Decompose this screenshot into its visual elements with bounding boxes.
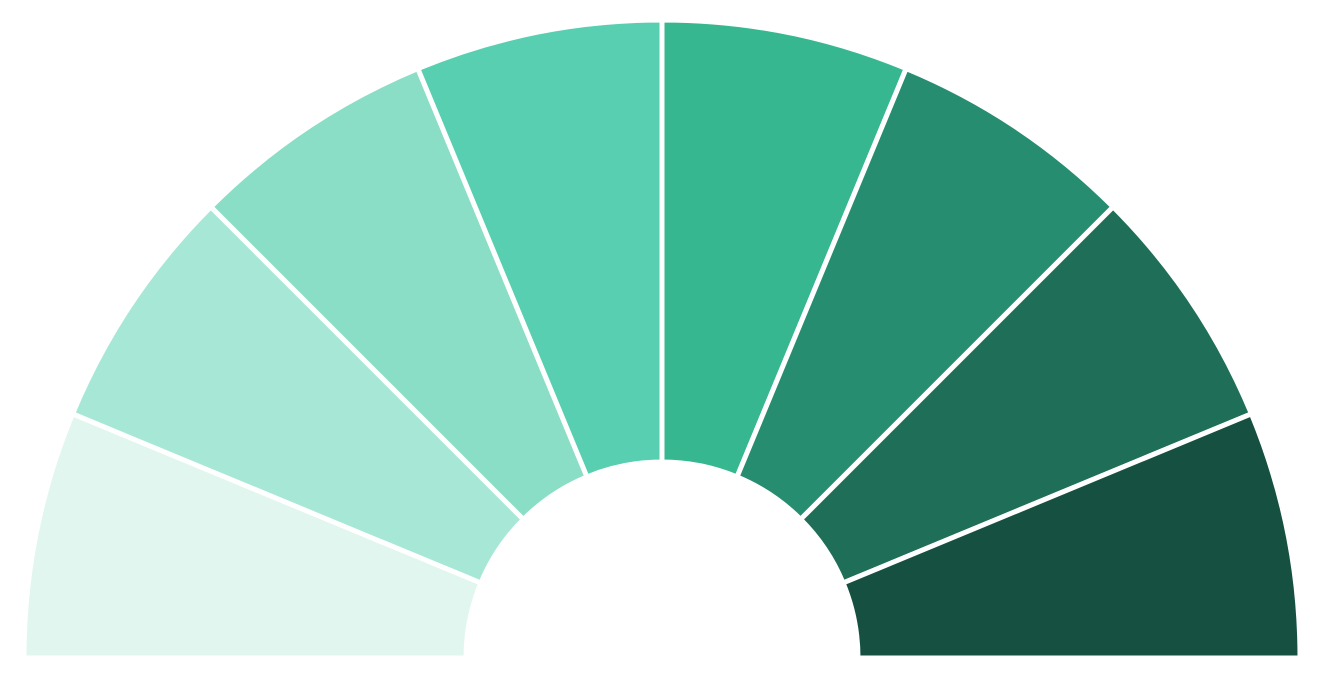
pie-slice-8 (839, 410, 1303, 661)
pie-slice-5 (659, 17, 910, 481)
pie-slice-7 (797, 203, 1255, 587)
pie-slice-6 (733, 65, 1117, 523)
pie-slice-1 (21, 410, 485, 661)
pie-slice-3 (207, 65, 591, 523)
pie-slice-2 (69, 203, 527, 587)
pie-slice-4 (414, 17, 665, 481)
